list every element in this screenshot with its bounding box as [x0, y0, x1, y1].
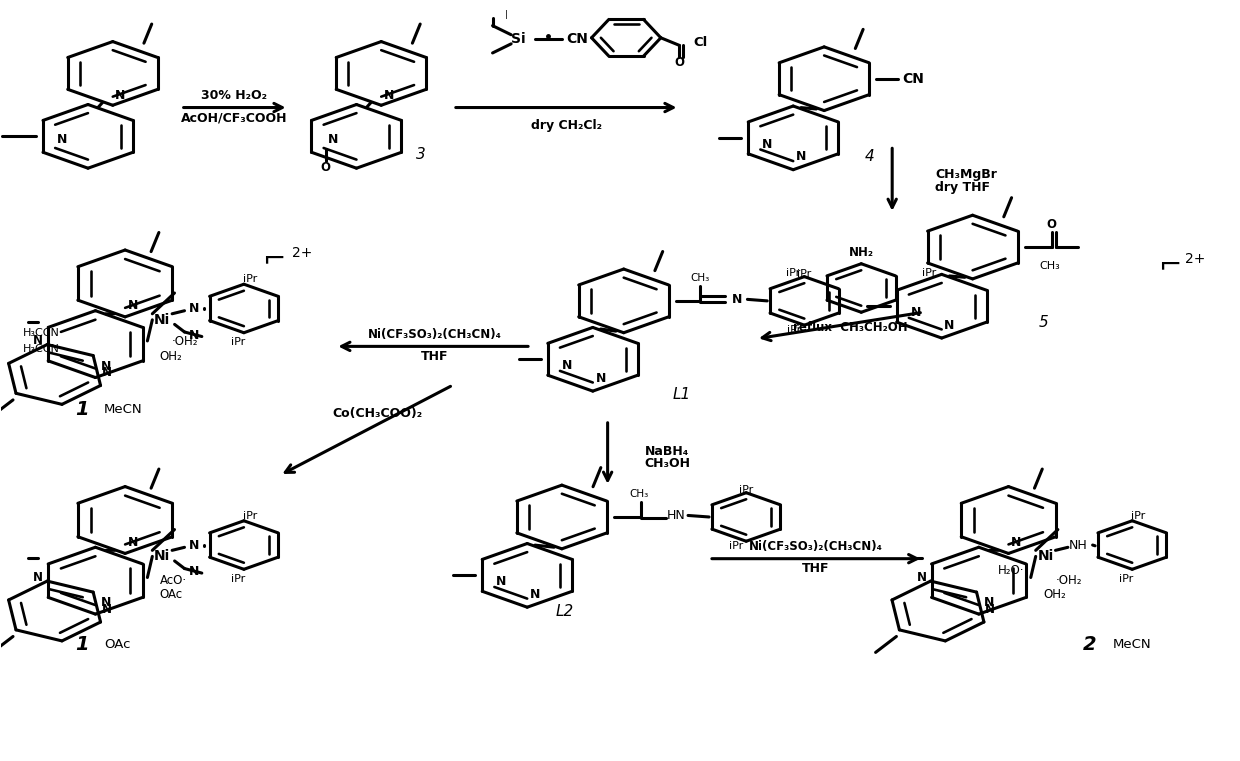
- Text: N: N: [562, 359, 572, 372]
- Text: iPr: iPr: [1118, 574, 1133, 584]
- Text: N: N: [33, 571, 43, 584]
- Text: 5: 5: [1038, 315, 1048, 330]
- Text: ⌐: ⌐: [1158, 251, 1180, 279]
- Text: H₃CCN·: H₃CCN·: [22, 344, 63, 354]
- Text: N: N: [529, 588, 541, 601]
- Text: iPr: iPr: [739, 486, 754, 495]
- Text: ·OH₂: ·OH₂: [1055, 574, 1083, 587]
- Text: N: N: [190, 302, 200, 315]
- Text: N: N: [1011, 536, 1022, 549]
- Text: OAc: OAc: [104, 638, 130, 651]
- Text: iPr: iPr: [923, 269, 936, 279]
- Text: 2: 2: [1084, 635, 1097, 654]
- Text: iPr: iPr: [729, 541, 744, 551]
- Text: N: N: [190, 329, 200, 342]
- Text: N: N: [796, 151, 806, 164]
- Text: NH₂: NH₂: [848, 246, 874, 259]
- Text: L1: L1: [673, 387, 691, 402]
- Text: MeCN: MeCN: [104, 403, 143, 416]
- Text: CH₃OH: CH₃OH: [645, 457, 691, 470]
- Text: iPr: iPr: [797, 269, 811, 279]
- Text: Ni: Ni: [154, 313, 170, 326]
- Text: N: N: [115, 89, 125, 102]
- Text: N: N: [57, 133, 67, 146]
- Text: CN: CN: [903, 72, 924, 86]
- Text: iPr: iPr: [243, 511, 257, 521]
- Text: 1: 1: [74, 400, 88, 419]
- Text: CH₃: CH₃: [1039, 261, 1060, 271]
- Text: iPr: iPr: [787, 325, 801, 335]
- Text: NH: NH: [1069, 539, 1087, 552]
- Text: iPr: iPr: [1131, 511, 1146, 521]
- Text: CH₃: CH₃: [691, 273, 711, 283]
- Text: N: N: [190, 539, 200, 552]
- Text: N: N: [763, 138, 773, 151]
- Text: Si: Si: [511, 32, 526, 46]
- Text: OAc: OAc: [160, 587, 182, 601]
- Text: N: N: [128, 299, 138, 312]
- Text: CH₃MgBr: CH₃MgBr: [935, 167, 997, 181]
- Text: Ni: Ni: [154, 549, 170, 563]
- Text: iPr: iPr: [231, 574, 244, 584]
- Text: N: N: [33, 334, 43, 348]
- Text: |: |: [505, 10, 507, 19]
- Text: THF: THF: [802, 562, 830, 575]
- Text: Ni(CF₃SO₃)₂(CH₃CN)₄: Ni(CF₃SO₃)₂(CH₃CN)₄: [749, 540, 883, 553]
- Text: THF: THF: [420, 350, 448, 363]
- Text: HN: HN: [666, 509, 684, 522]
- Text: reflux  CH₃CH₂OH: reflux CH₃CH₂OH: [792, 321, 908, 334]
- Text: N: N: [128, 536, 138, 549]
- Text: iPr: iPr: [231, 337, 244, 348]
- Text: dry CH₂Cl₂: dry CH₂Cl₂: [531, 119, 603, 132]
- Text: 2+: 2+: [1185, 252, 1205, 266]
- Text: N: N: [102, 366, 112, 379]
- Text: N: N: [985, 597, 994, 610]
- Text: N: N: [733, 293, 743, 306]
- Text: OH₂: OH₂: [160, 350, 182, 363]
- Text: N: N: [916, 571, 926, 584]
- Text: CH₃: CH₃: [629, 489, 649, 499]
- Text: Cl: Cl: [693, 36, 708, 49]
- Text: N: N: [327, 133, 339, 146]
- Text: O: O: [1047, 218, 1056, 231]
- Text: N: N: [945, 319, 955, 332]
- Text: 3: 3: [415, 147, 425, 162]
- Text: N: N: [384, 89, 394, 102]
- Text: iPr: iPr: [786, 269, 800, 279]
- Text: OH₂: OH₂: [1043, 587, 1066, 601]
- Text: dry THF: dry THF: [935, 181, 991, 194]
- Text: 2+: 2+: [293, 246, 312, 260]
- Text: H₂O·: H₂O·: [998, 564, 1024, 577]
- Text: N: N: [100, 597, 112, 610]
- Text: N: N: [910, 306, 921, 319]
- Text: H₃CCN·: H₃CCN·: [22, 329, 63, 339]
- Text: N: N: [100, 360, 112, 373]
- Text: iPr: iPr: [243, 275, 257, 285]
- Text: AcOH/CF₃COOH: AcOH/CF₃COOH: [181, 112, 288, 125]
- Text: CN: CN: [565, 31, 588, 46]
- Text: N: N: [496, 575, 506, 588]
- Text: ⌐: ⌐: [262, 245, 285, 273]
- Text: N: N: [190, 565, 200, 578]
- Text: 1: 1: [74, 635, 88, 654]
- Text: Co(CH₃COO)₂: Co(CH₃COO)₂: [332, 407, 422, 420]
- Text: N: N: [102, 603, 112, 616]
- Text: L2: L2: [556, 604, 573, 619]
- Text: N: N: [595, 372, 606, 385]
- Text: AcO·: AcO·: [160, 574, 187, 587]
- Text: 4: 4: [866, 149, 874, 164]
- Text: Ni(CF₃SO₃)₂(CH₃CN)₄: Ni(CF₃SO₃)₂(CH₃CN)₄: [367, 328, 501, 341]
- Text: ·OH₂: ·OH₂: [172, 335, 198, 348]
- Text: O: O: [675, 56, 684, 69]
- Text: 30% H₂O₂: 30% H₂O₂: [201, 89, 267, 102]
- Text: O: O: [321, 161, 331, 174]
- Text: NaBH₄: NaBH₄: [645, 444, 689, 457]
- Text: MeCN: MeCN: [1112, 638, 1151, 651]
- Text: N: N: [985, 603, 994, 616]
- Text: Ni: Ni: [1038, 549, 1054, 563]
